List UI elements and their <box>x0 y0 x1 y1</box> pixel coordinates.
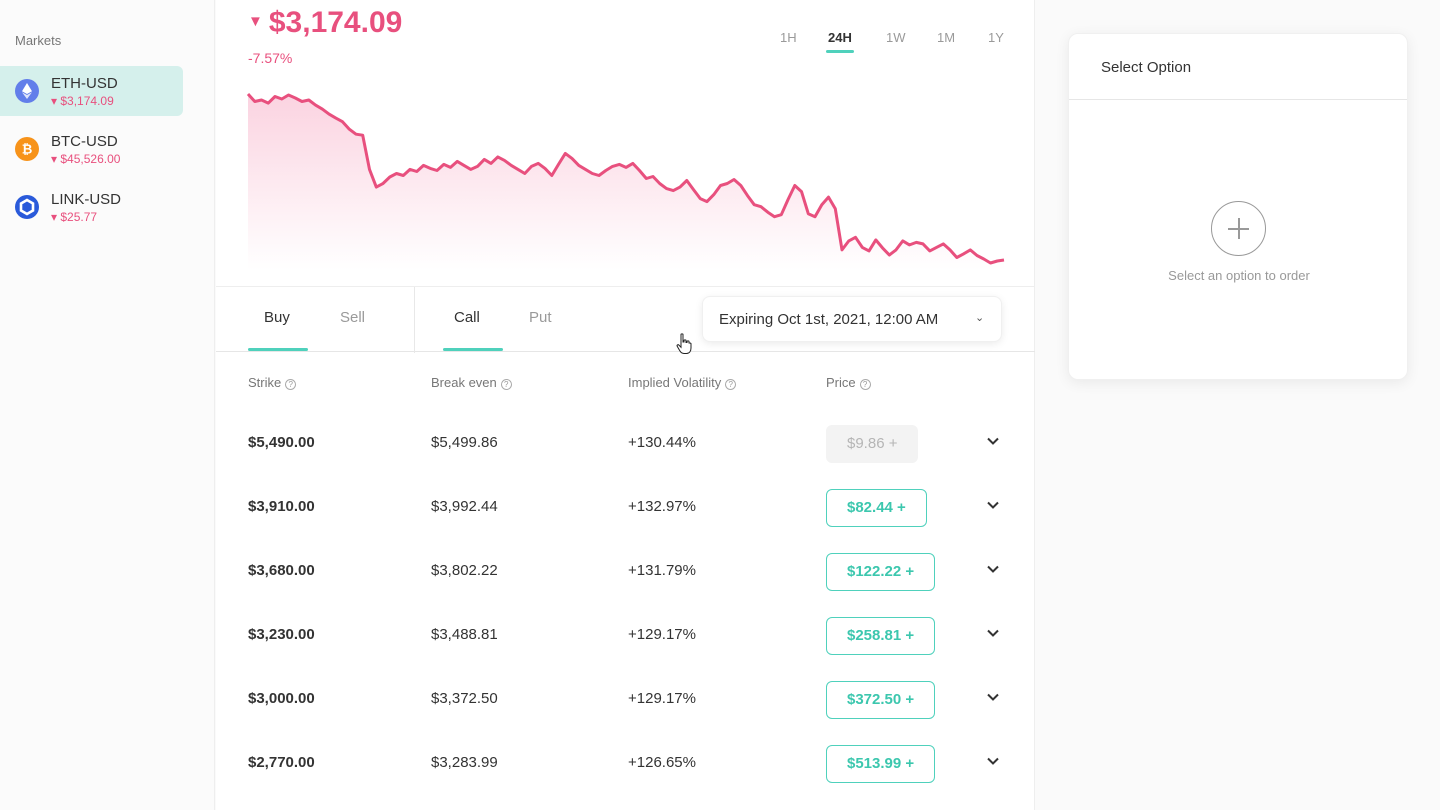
column-header-break-even: Break even? <box>431 375 512 390</box>
expiry-dropdown[interactable]: Expiring Oct 1st, 2021, 12:00 AM ⌄ <box>702 296 1002 342</box>
strike-cell: $3,910.00 <box>248 498 315 515</box>
main-content: ▼ $3,174.09 -7.57% 1H 24H 1W 1M 1Y Buy Se… <box>216 0 1035 810</box>
market-item-eth[interactable]: ETH-USD ▾ $3,174.09 <box>0 66 183 116</box>
chart-area-fill <box>248 94 1004 270</box>
help-icon[interactable]: ? <box>859 379 871 390</box>
current-price: ▼ $3,174.09 <box>248 6 403 39</box>
chevron-down-icon[interactable] <box>986 498 1000 512</box>
timeframe-selector: 1H 24H 1W 1M 1Y <box>766 30 1016 60</box>
market-item-link[interactable]: LINK-USD ▾ $25.77 <box>0 182 183 232</box>
table-row[interactable]: $3,910.00 $3,992.44 +132.97% $82.44 + <box>216 476 1035 540</box>
buy-tab-underline <box>248 348 308 351</box>
panel-divider <box>1069 99 1407 100</box>
chevron-down-icon[interactable] <box>986 754 1000 768</box>
help-icon[interactable]: ? <box>725 379 737 390</box>
help-icon[interactable]: ? <box>285 379 297 390</box>
ethereum-icon <box>15 79 39 103</box>
table-row[interactable]: $2,770.00 $3,283.99 +126.65% $513.99 + <box>216 732 1035 796</box>
chainlink-icon <box>15 195 39 219</box>
timeframe-1y[interactable]: 1Y <box>988 30 1004 45</box>
strike-cell: $3,230.00 <box>248 626 315 643</box>
chevron-down-icon: ⌄ <box>975 312 985 324</box>
table-row[interactable]: $3,680.00 $3,802.22 +131.79% $122.22 + <box>216 540 1035 604</box>
chevron-down-icon[interactable] <box>986 562 1000 576</box>
markets-sidebar: Markets ETH-USD ▾ $3,174.09 ₿ BTC-USD ▾ … <box>0 0 215 810</box>
table-row[interactable]: $5,490.00 $5,499.86 +130.44% $9.86 + <box>216 412 1035 476</box>
sidebar-title: Markets <box>15 33 62 48</box>
svg-text:₿: ₿ <box>22 143 33 158</box>
market-item-btc[interactable]: ₿ BTC-USD ▾ $45,526.00 <box>0 124 183 174</box>
break-even-cell: $3,992.44 <box>431 498 498 515</box>
column-header-price: Price? <box>826 375 871 390</box>
iv-cell: +131.79% <box>628 562 696 579</box>
panel-title: Select Option <box>1101 59 1192 76</box>
chevron-down-icon[interactable] <box>986 434 1000 448</box>
market-name: BTC-USD <box>51 133 118 150</box>
strike-cell: $3,680.00 <box>248 562 315 579</box>
timeframe-24h[interactable]: 24H <box>826 30 854 53</box>
call-tab-underline <box>443 348 503 351</box>
panel-hint: Select an option to order <box>1168 268 1310 283</box>
break-even-cell: $3,802.22 <box>431 562 498 579</box>
table-row[interactable]: $3,000.00 $3,372.50 +129.17% $372.50 + <box>216 668 1035 732</box>
market-name: LINK-USD <box>51 191 122 208</box>
price-button[interactable]: $9.86 + <box>826 425 919 463</box>
chevron-down-icon[interactable] <box>986 626 1000 640</box>
price-chart <box>246 92 1005 270</box>
timeframe-1w[interactable]: 1W <box>886 30 906 45</box>
strike-cell: $3,000.00 <box>248 690 315 707</box>
market-price: ▾ $3,174.09 <box>51 94 114 108</box>
add-icon[interactable] <box>1211 201 1266 256</box>
tab-buy[interactable]: Buy <box>264 309 290 326</box>
chart-price-line <box>246 92 1005 265</box>
market-price: ▾ $45,526.00 <box>51 152 121 166</box>
order-tabs: Buy Sell Call Put Expiring Oct 1st, 2021… <box>216 286 1035 353</box>
column-header-implied-volatility: Implied Volatility? <box>628 375 737 390</box>
column-header-strike: Strike? <box>248 375 297 390</box>
strike-cell: $2,770.00 <box>248 754 315 771</box>
tab-call[interactable]: Call <box>454 309 480 326</box>
timeframe-1h[interactable]: 1H <box>780 30 797 45</box>
iv-cell: +126.65% <box>628 754 696 771</box>
chevron-down-icon[interactable] <box>986 690 1000 704</box>
break-even-cell: $5,499.86 <box>431 434 498 451</box>
table-row[interactable]: $3,230.00 $3,488.81 +129.17% $258.81 + <box>216 604 1035 668</box>
market-price: ▾ $25.77 <box>51 210 98 224</box>
strike-cell: $5,490.00 <box>248 434 315 451</box>
break-even-cell: $3,372.50 <box>431 690 498 707</box>
break-even-cell: $3,283.99 <box>431 754 498 771</box>
iv-cell: +130.44% <box>628 434 696 451</box>
price-change: -7.57% <box>248 50 293 66</box>
price-down-icon: ▼ <box>248 13 263 30</box>
tab-put[interactable]: Put <box>529 309 552 326</box>
market-name: ETH-USD <box>51 75 118 92</box>
price-button[interactable]: $122.22 + <box>826 553 936 591</box>
expiry-label: Expiring Oct 1st, 2021, 12:00 AM <box>719 311 939 328</box>
price-button[interactable]: $82.44 + <box>826 489 927 527</box>
bitcoin-icon: ₿ <box>15 137 39 161</box>
iv-cell: +129.17% <box>628 690 696 707</box>
iv-cell: +129.17% <box>628 626 696 643</box>
tab-sell[interactable]: Sell <box>340 309 366 326</box>
help-icon[interactable]: ? <box>500 379 512 390</box>
price-button[interactable]: $513.99 + <box>826 745 936 783</box>
price-button[interactable]: $372.50 + <box>826 681 936 719</box>
break-even-cell: $3,488.81 <box>431 626 498 643</box>
hand-cursor-icon <box>676 333 692 354</box>
price-button[interactable]: $258.81 + <box>826 617 936 655</box>
select-option-panel: Select Option Select an option to order <box>1068 33 1408 380</box>
timeframe-1m[interactable]: 1M <box>937 30 956 45</box>
tab-divider <box>414 287 415 353</box>
iv-cell: +132.97% <box>628 498 696 515</box>
